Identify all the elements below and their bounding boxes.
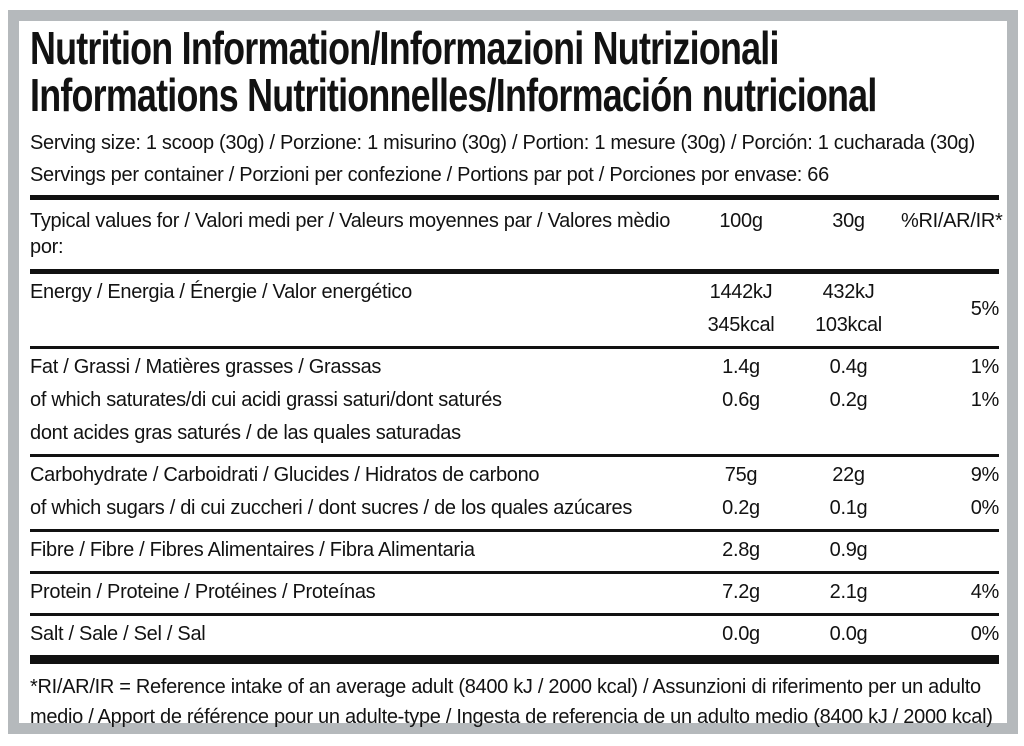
energy-label: Energy / Energia / Énergie / Valor energ…: [30, 281, 412, 303]
energy-value-30g: 432kJ: [822, 281, 875, 303]
carbohydrate-value-30g: 0.1g: [829, 497, 868, 519]
footnote: *RI/AR/IR = Reference intake of an avera…: [30, 676, 993, 728]
header-col-30g: 30g: [832, 210, 865, 232]
energy-value-30g: 103kcal: [815, 314, 882, 336]
salt-value-100g: 0.0g: [722, 623, 760, 645]
protein-value-100g: 7.2g: [722, 581, 760, 603]
carbohydrate-value-100g: 75g: [724, 464, 758, 486]
carbohydrate-value-30g: 22g: [832, 464, 865, 486]
label-title: Nutrition Information/Informazioni Nutri…: [30, 25, 999, 119]
nutrient-row-fat: Fat / Grassi / Matières grasses / Grassa…: [30, 349, 999, 454]
fat-value-pct: 1%: [970, 389, 1000, 411]
row-separator: [30, 346, 999, 349]
fat-value-pct: 1%: [970, 356, 1000, 378]
carbohydrate-value-pct: 0%: [970, 497, 1000, 519]
row-separator: [30, 571, 999, 574]
nutrient-row-protein: Protein / Proteine / Protéines / Proteín…: [30, 574, 999, 613]
protein-value-pct: 4%: [970, 581, 1000, 603]
label-content: Nutrition Information/Informazioni Nutri…: [19, 21, 1007, 732]
table-header-row: Typical values for / Valori medi per / V…: [30, 200, 1003, 269]
carbohydrate-value-100g: 0.2g: [722, 497, 760, 519]
fibre-value-100g: 2.8g: [722, 539, 760, 561]
fibre-value-30g: 0.9g: [829, 539, 868, 561]
fat-label: of which saturates/di cui acidi grassi s…: [30, 389, 502, 411]
row-separator: [30, 454, 999, 457]
rule-above-header: [30, 195, 999, 200]
title-line-2: Informations Nutritionnelles/Información…: [30, 69, 877, 121]
label-frame: Nutrition Information/Informazioni Nutri…: [8, 10, 1018, 734]
energy-value-100g: 345kcal: [707, 314, 775, 336]
fat-label: dont acides gras saturés / de las quales…: [30, 422, 461, 444]
carbohydrate-label: of which sugars / di cui zuccheri / dont…: [30, 497, 633, 519]
nutrient-row-salt: Salt / Sale / Sel / Sal 0.0g 0.0g 0%: [30, 616, 999, 655]
rule-below-header: [30, 269, 999, 274]
fibre-label: Fibre / Fibre / Fibres Alimentaires / Fi…: [30, 539, 475, 561]
serving-size-line: Serving size: 1 scoop (30g) / Porzione: …: [30, 132, 975, 154]
row-separator: [30, 529, 999, 532]
row-separator: [30, 613, 999, 616]
energy-value-100g: 1442kJ: [709, 281, 773, 303]
title-line-1: Nutrition Information/Informazioni Nutri…: [30, 22, 779, 74]
header-label: Typical values for / Valori medi per / V…: [30, 210, 671, 258]
header-col-100g: 100g: [719, 210, 763, 232]
header-col-pct: %RI/AR/IR*: [901, 210, 1003, 232]
servings-per-container-line: Servings per container / Porzioni per co…: [30, 164, 829, 186]
thick-bottom-bar: [30, 655, 999, 664]
fat-value-30g: 0.2g: [829, 389, 868, 411]
nutrition-rows: Energy / Energia / Énergie / Valor energ…: [30, 274, 999, 664]
protein-label: Protein / Proteine / Protéines / Proteín…: [30, 581, 376, 603]
fat-label: Fat / Grassi / Matières grasses / Grassa…: [30, 356, 382, 378]
energy-value-pct: 5%: [970, 297, 1000, 320]
nutrient-row-carbohydrate: Carbohydrate / Carboidrati / Glucides / …: [30, 457, 999, 529]
carbohydrate-value-pct: 9%: [970, 464, 1000, 486]
fat-value-100g: 1.4g: [722, 356, 760, 378]
salt-label: Salt / Sale / Sel / Sal: [30, 623, 206, 645]
nutrient-row-energy: Energy / Energia / Énergie / Valor energ…: [30, 274, 999, 346]
nutrient-row-fibre: Fibre / Fibre / Fibres Alimentaires / Fi…: [30, 532, 999, 571]
fat-value-30g: 0.4g: [829, 356, 868, 378]
fat-value-100g: 0.6g: [722, 389, 760, 411]
protein-value-30g: 2.1g: [829, 581, 868, 603]
salt-value-pct: 0%: [970, 623, 1000, 645]
carbohydrate-label: Carbohydrate / Carboidrati / Glucides / …: [30, 464, 540, 486]
salt-value-30g: 0.0g: [829, 623, 868, 645]
